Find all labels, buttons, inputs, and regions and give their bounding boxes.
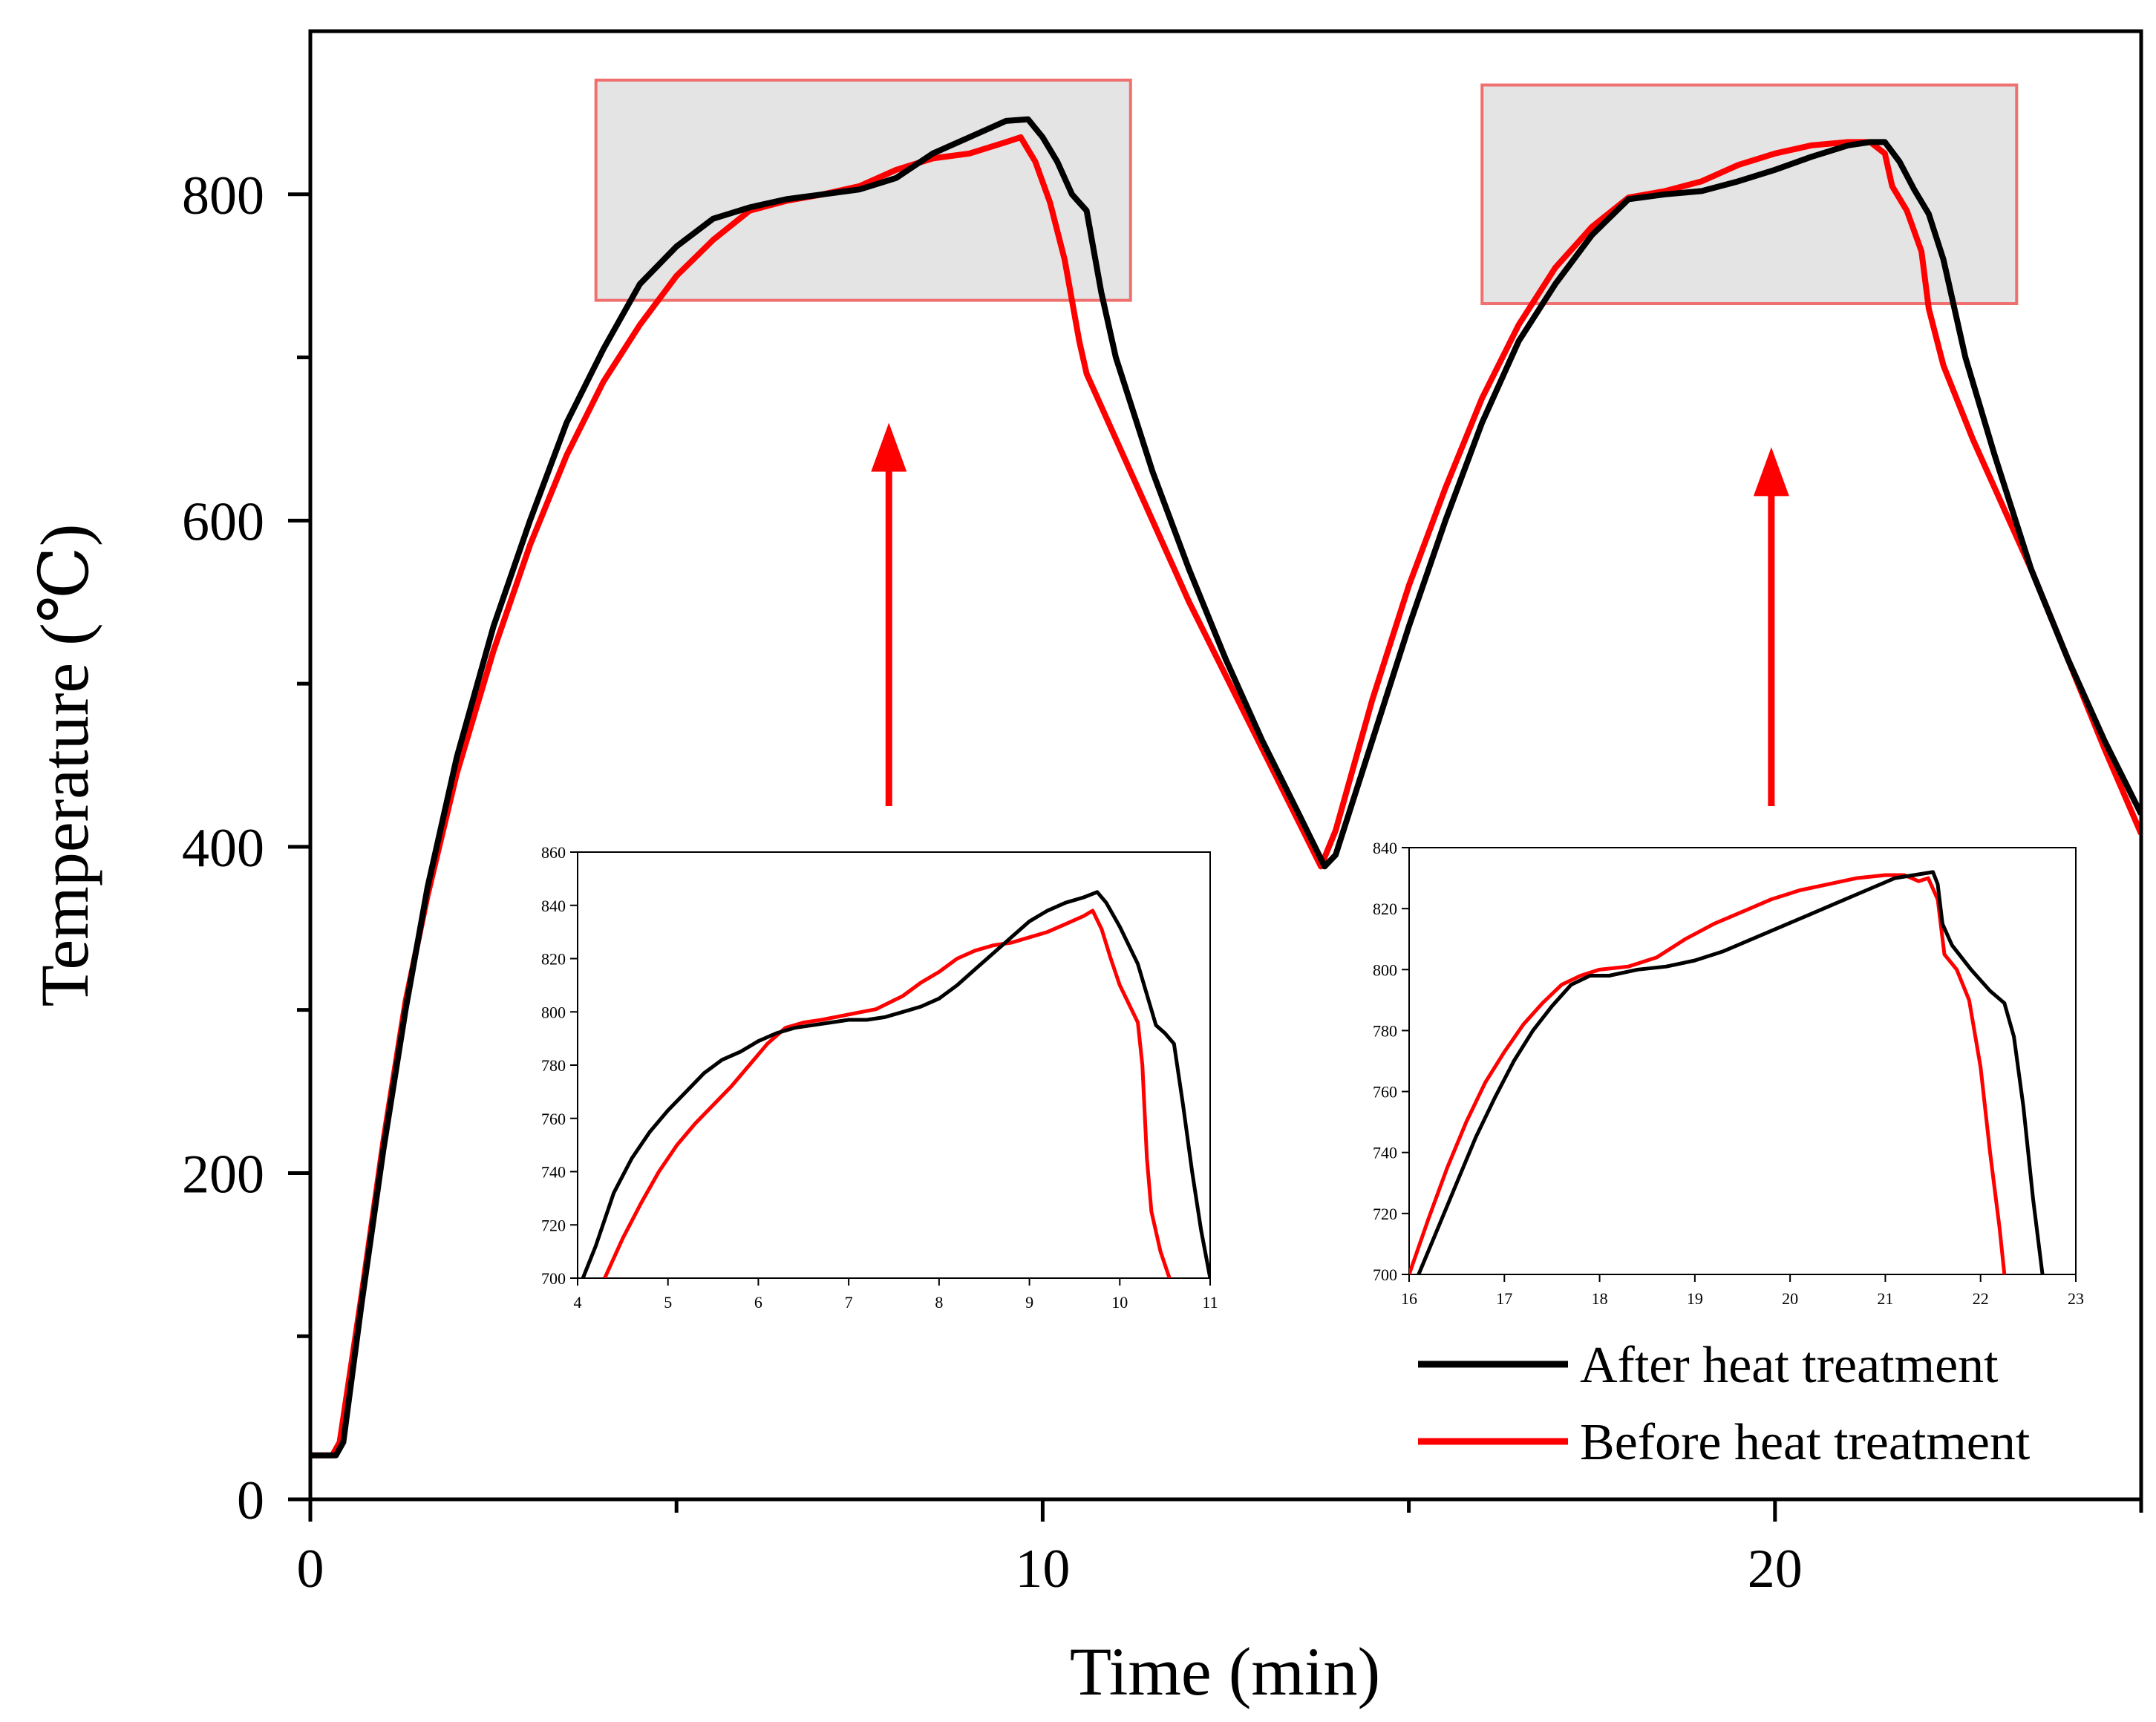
arrow-head-2	[1753, 447, 1789, 497]
legend: After heat treatment Before heat treatme…	[1418, 1337, 2031, 1471]
x-tick-label-0: 0	[297, 1539, 324, 1600]
main-plot-frame	[308, 29, 2143, 1502]
inset-1-x-tick-label-9: 9	[1025, 1293, 1033, 1312]
series-line-before	[310, 134, 2141, 1459]
inset-1-y-tick-label-840: 840	[541, 897, 566, 915]
inset-2-y-tick-label-760: 760	[1373, 1083, 1397, 1101]
inset-1-x-tick-label-4: 4	[574, 1293, 582, 1312]
inset-1-x-tick-label-6: 6	[754, 1293, 762, 1312]
inset-2-x-tick-label-19: 19	[1687, 1289, 1703, 1308]
inset-2-y-tick-label-820: 820	[1373, 900, 1397, 918]
inset-1-line-after	[581, 890, 1210, 1278]
y-tick-label-600: 600	[182, 491, 264, 552]
inset-1-y-tick-label-780: 780	[541, 1056, 566, 1075]
inset-2: 16 17 18 19 20 21 22 23 700 720 740 760 780 800 820 840	[1373, 839, 2084, 1308]
inset-frame-1	[577, 851, 1211, 1279]
inset-2-y-tick-label-840: 840	[1373, 839, 1397, 857]
main-series	[310, 116, 2141, 1459]
inset-1-x-tick-label-7: 7	[845, 1293, 853, 1312]
y-tick-label-400: 400	[182, 818, 264, 879]
inset-2-y-tick-label-800: 800	[1373, 960, 1397, 979]
inset-1-y-tick-label-700: 700	[541, 1269, 566, 1288]
inset-1: 4 5 6 7 8 9 10 11 700 720 740 760 780 800 820 840 860	[541, 843, 1218, 1312]
inset-2-y-tick-label-780: 780	[1373, 1021, 1397, 1040]
inset-1-y-tick-label-740: 740	[541, 1163, 566, 1182]
inset-1-y-tick-label-760: 760	[541, 1110, 566, 1128]
inset-2-x-tick-label-20: 20	[1782, 1289, 1798, 1308]
inset-1-y-tick-label-800: 800	[541, 1003, 566, 1021]
x-tick-label-10: 10	[1015, 1539, 1070, 1600]
inset-2-line-before	[1409, 873, 2007, 1274]
x-axis-label: Time (min)	[1070, 1634, 1380, 1709]
series-line-after	[310, 116, 2141, 1459]
y-tick-label-200: 200	[182, 1144, 264, 1205]
inset-frame-2	[1408, 847, 2077, 1275]
inset-1-x-tick-label-8: 8	[935, 1293, 943, 1312]
y-tick-label-0: 0	[237, 1470, 264, 1531]
inset-2-x-tick-label-21: 21	[1877, 1289, 1893, 1308]
inset-1-x-tick-label-10: 10	[1111, 1293, 1128, 1312]
arrows	[871, 422, 1789, 806]
highlight-boxes	[594, 78, 2019, 306]
inset-1-x-tick-label-11: 11	[1202, 1293, 1218, 1312]
x-tick-label-20: 20	[1748, 1539, 1803, 1600]
legend-label-before: Before heat treatment	[1580, 1414, 2031, 1471]
y-tick-label-800: 800	[182, 166, 264, 226]
inset-1-y-tick-label-860: 860	[541, 843, 566, 862]
inset-2-y-tick-label-740: 740	[1373, 1144, 1397, 1162]
inset-1-y-tick-label-820: 820	[541, 950, 566, 969]
inset-2-line-after	[1417, 870, 2045, 1274]
inset-2-x-tick-label-22: 22	[1973, 1289, 1989, 1308]
arrow-head-1	[871, 422, 907, 472]
inset-2-x-tick-label-16: 16	[1401, 1289, 1417, 1308]
legend-label-after: After heat treatment	[1580, 1337, 1999, 1394]
inset-1-y-tick-label-720: 720	[541, 1216, 566, 1234]
inset-2-x-tick-label-23: 23	[2068, 1289, 2084, 1308]
inset-2-y-tick-label-700: 700	[1373, 1266, 1397, 1284]
y-axis-label: Temperature (℃)	[27, 524, 102, 1007]
inset-2-x-tick-label-18: 18	[1592, 1289, 1608, 1308]
inset-1-line-before	[603, 909, 1172, 1278]
inset-2-y-tick-label-720: 720	[1373, 1205, 1397, 1223]
inset-2-x-tick-label-17: 17	[1496, 1289, 1512, 1308]
inset-1-x-tick-label-5: 5	[664, 1293, 672, 1312]
